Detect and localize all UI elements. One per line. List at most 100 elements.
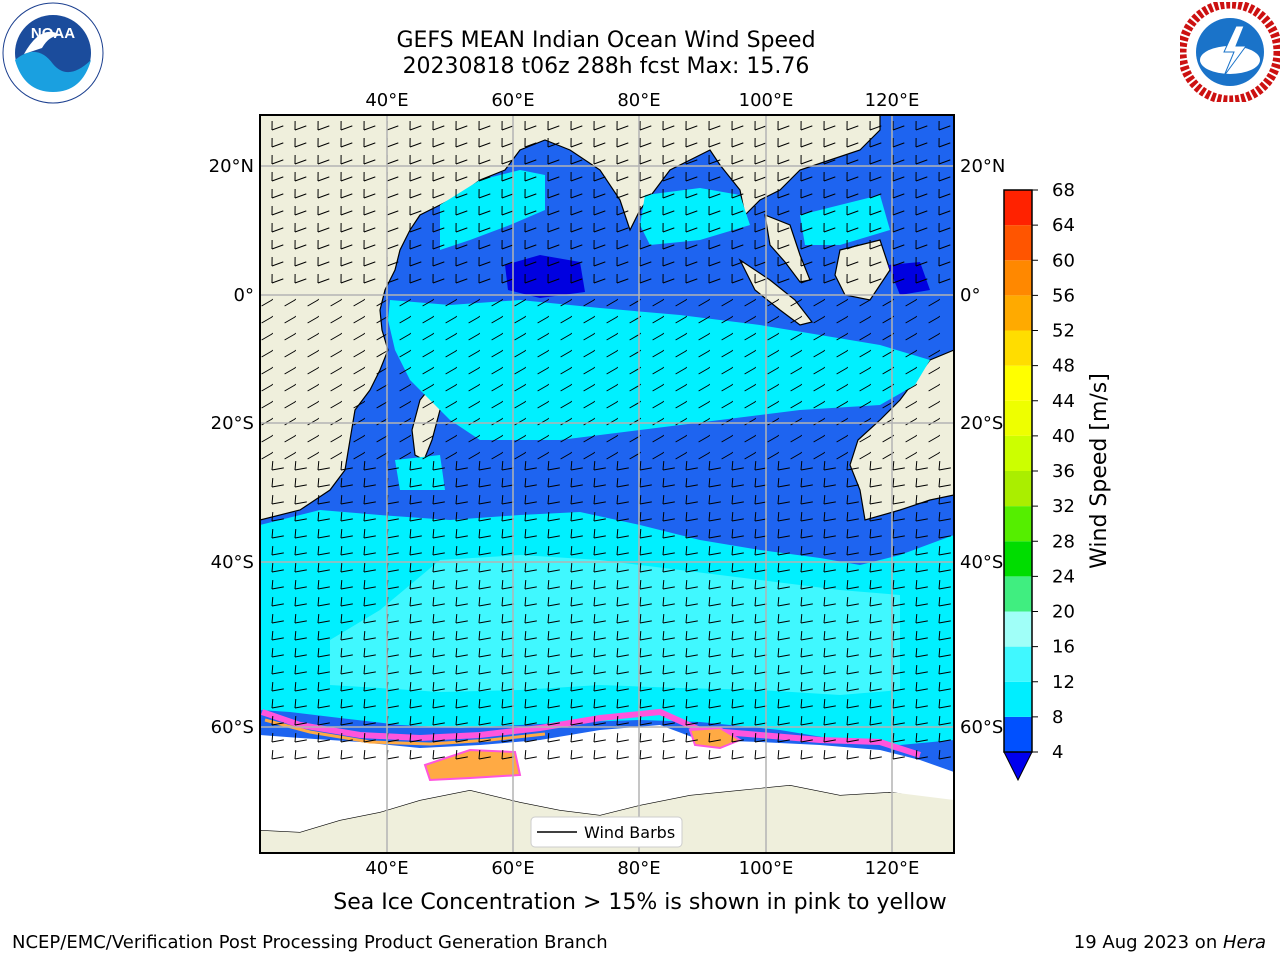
wind-barb	[639, 597, 652, 607]
wind-barb	[284, 434, 297, 443]
wind-barb	[593, 239, 606, 250]
wind-barb	[501, 597, 514, 607]
wind-barb	[731, 137, 744, 148]
lon-label-top-40e: 40°E	[365, 90, 408, 111]
wind-barb	[662, 648, 675, 658]
wind-barb	[363, 495, 376, 505]
wind-barb	[892, 682, 905, 692]
wind-barb	[938, 171, 951, 182]
lat-label-left-40s: 40°S	[211, 552, 254, 573]
wind-barb	[698, 383, 711, 392]
colorbar-tick-label: 4	[1052, 742, 1063, 763]
wind-barb	[767, 400, 780, 409]
wind-barb	[501, 188, 514, 199]
wind-barb	[721, 349, 734, 358]
wind-barb	[813, 400, 826, 409]
wind-barb	[317, 461, 330, 471]
wind-barb	[422, 315, 435, 324]
wind-barb	[363, 597, 376, 607]
wind-barb	[777, 750, 790, 760]
wind-barb	[432, 563, 445, 573]
wind-barb	[330, 451, 343, 460]
wind-barb	[836, 315, 849, 324]
wind-barb	[869, 478, 882, 488]
wind-barb	[823, 188, 836, 199]
wind-barb	[363, 546, 376, 556]
wind-barb	[271, 614, 284, 624]
wind-barb	[560, 366, 573, 375]
wind-barb	[363, 461, 376, 471]
wind-barb	[593, 222, 606, 233]
wind-barb	[432, 222, 445, 233]
wind-barb	[892, 580, 905, 590]
wind-barb	[363, 733, 376, 743]
wind-barb	[662, 171, 675, 182]
wind-barb	[261, 349, 274, 358]
wind-barb	[294, 529, 307, 539]
wind-barb	[800, 154, 813, 165]
wind-barb	[491, 349, 504, 358]
wind-barb	[869, 597, 882, 607]
wind-barb	[708, 205, 721, 216]
wind-barb	[708, 648, 721, 658]
wind-barb	[501, 222, 514, 233]
wind-barb	[409, 256, 422, 267]
wind-barb	[432, 546, 445, 556]
wind-barb	[721, 417, 734, 426]
wind-barb	[639, 733, 652, 743]
wind-barb	[547, 580, 560, 590]
wind-barb	[570, 154, 583, 165]
wind-barb	[409, 188, 422, 199]
wind-barb	[915, 665, 928, 675]
colorbar-tick-label: 40	[1052, 426, 1075, 447]
wind-barb	[271, 682, 284, 692]
wind-barb	[892, 478, 905, 488]
wind-barb	[823, 137, 836, 148]
colorbar-cell	[1004, 190, 1032, 226]
wind-barb	[721, 332, 734, 341]
wind-barb	[524, 512, 537, 522]
wind-barb	[261, 383, 274, 392]
wind-barb	[307, 332, 320, 341]
wind-barb	[905, 434, 918, 443]
wind-barb	[560, 434, 573, 443]
wind-barb	[708, 495, 721, 505]
graticule	[260, 115, 954, 853]
wind-barb	[767, 366, 780, 375]
wind-barb	[547, 512, 560, 522]
wind-barb	[560, 315, 573, 324]
wind-barb	[570, 461, 583, 471]
wind-barb	[501, 205, 514, 216]
wind-barb	[938, 461, 951, 471]
wind-barb	[823, 563, 836, 573]
wind-barb	[593, 461, 606, 471]
wind-barb	[455, 665, 468, 675]
wind-barb	[698, 349, 711, 358]
wind-barb	[685, 631, 698, 641]
wind-barb	[294, 682, 307, 692]
wind-barb	[606, 315, 619, 324]
wind-barb	[363, 154, 376, 165]
wind-barb	[731, 205, 744, 216]
wind-barb	[501, 733, 514, 743]
map-frame	[259, 114, 955, 854]
wind-barb	[675, 366, 688, 375]
map-panel	[260, 115, 954, 853]
wind-barb	[271, 597, 284, 607]
lat-label-left-0: 0°	[234, 285, 254, 306]
wind-barb	[731, 120, 744, 131]
wind-barb	[813, 366, 826, 375]
wind-barb	[639, 631, 652, 641]
wind-barb	[593, 733, 606, 743]
wind-barb	[340, 580, 353, 590]
wind-barb	[340, 733, 353, 743]
wind-barb	[468, 434, 481, 443]
wind-barb	[915, 239, 928, 250]
wind-barb	[432, 239, 445, 250]
colorbar-tick-label: 24	[1052, 566, 1075, 587]
wind-barb	[823, 665, 836, 675]
wind-barb	[537, 417, 550, 426]
colorbar-tick-label: 44	[1052, 391, 1075, 412]
wind-barb	[777, 682, 790, 692]
wind-barb	[915, 512, 928, 522]
